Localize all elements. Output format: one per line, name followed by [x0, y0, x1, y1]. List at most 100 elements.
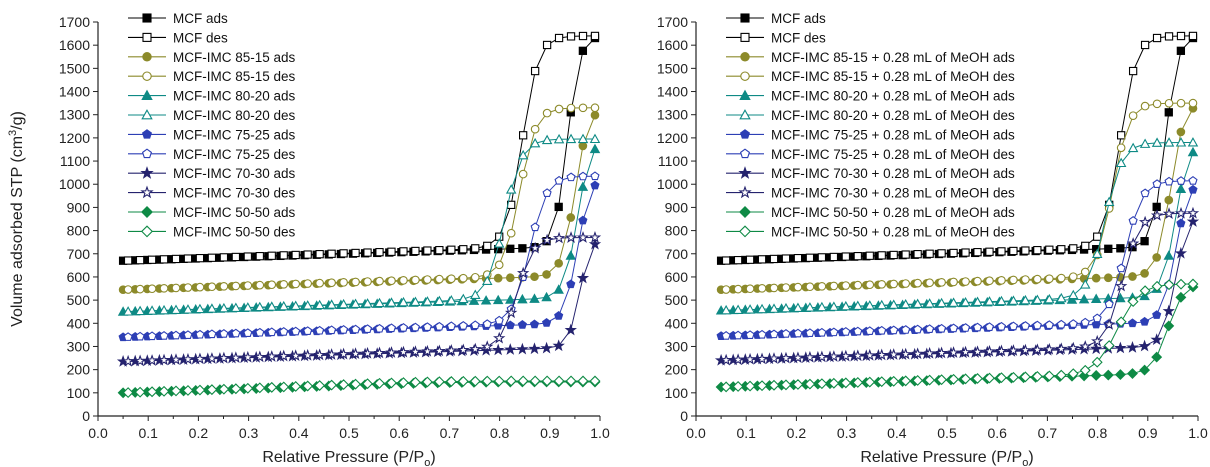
data-point [853, 326, 863, 336]
data-point [1009, 246, 1018, 256]
data-point [888, 375, 900, 387]
data-point [744, 304, 756, 314]
data-point [720, 381, 732, 393]
data-point [889, 279, 899, 289]
data-point [947, 346, 960, 358]
y-tick-label: 300 [665, 338, 689, 354]
legend-marker [740, 52, 750, 62]
data-point [1091, 273, 1101, 283]
data-point [458, 320, 468, 330]
series-des [122, 133, 601, 316]
series-des [721, 31, 1198, 265]
series-line [128, 380, 595, 394]
data-point [1032, 320, 1042, 330]
data-point [529, 319, 540, 329]
data-point [960, 296, 971, 307]
data-point [1175, 183, 1187, 193]
legend-label: MCF des [173, 30, 228, 45]
legend-marker [141, 225, 153, 238]
data-point [1150, 209, 1164, 221]
data-point [243, 252, 252, 261]
data-point [1127, 318, 1138, 328]
data-point [793, 282, 803, 292]
data-point [447, 274, 456, 284]
data-point [530, 124, 540, 134]
data-point [458, 273, 468, 283]
data-point [435, 274, 444, 284]
data-point [411, 275, 420, 285]
x-tick-label: 0.5 [937, 425, 957, 441]
data-point [267, 251, 276, 260]
data-point [1020, 294, 1031, 305]
data-point [445, 376, 457, 387]
data-point [1150, 333, 1163, 346]
x-axis-label: Relative Pressure (P/Po) [860, 449, 1033, 467]
series-line [726, 35, 1193, 262]
data-point [936, 297, 947, 308]
data-point [1093, 232, 1102, 241]
y-tick-label: 400 [67, 315, 91, 331]
data-point [576, 271, 590, 284]
data-point [1103, 273, 1113, 283]
data-point [1055, 369, 1067, 381]
data-point [255, 327, 265, 337]
data-point [757, 255, 767, 264]
data-point [135, 284, 145, 294]
data-point [411, 246, 420, 256]
data-point [373, 346, 386, 359]
data-point [1055, 342, 1068, 355]
data-point [434, 321, 444, 331]
data-point [518, 169, 528, 179]
data-point [841, 327, 851, 336]
x-tick-label: 0.5 [339, 425, 359, 441]
data-point [1045, 274, 1054, 284]
data-point [899, 347, 912, 360]
data-point [565, 250, 577, 260]
legend-marker [740, 32, 750, 42]
data-point [863, 348, 876, 361]
data-point [923, 346, 936, 359]
data-point [206, 303, 218, 313]
data-point [327, 278, 336, 288]
data-point [1056, 319, 1066, 329]
data-point [1021, 275, 1030, 284]
legend-marker [142, 52, 152, 62]
data-point [231, 281, 241, 291]
data-point [1174, 206, 1188, 219]
data-point [505, 273, 515, 283]
data-point [829, 252, 839, 262]
data-point [1066, 294, 1078, 304]
data-point [182, 304, 194, 314]
data-point [1031, 343, 1044, 356]
data-point [433, 344, 446, 357]
data-point [457, 343, 470, 356]
data-point [326, 379, 338, 391]
data-point [1164, 195, 1174, 205]
data-point [386, 297, 397, 307]
data-point [864, 376, 876, 388]
data-point [159, 255, 169, 264]
data-point [554, 175, 564, 185]
data-point [291, 326, 301, 336]
data-point [219, 253, 229, 262]
data-point [1068, 319, 1078, 328]
data-point [1115, 292, 1126, 303]
data-point [1079, 364, 1091, 376]
data-point [984, 296, 995, 306]
legend-label: MCF-IMC 85-15 + 0.28 mL of MeOH des [771, 69, 1015, 84]
data-point [779, 351, 793, 364]
data-point [1068, 272, 1078, 281]
series-line [726, 180, 1193, 337]
legend-marker [740, 13, 750, 23]
y-tick-label: 400 [665, 315, 689, 331]
data-point [1139, 316, 1150, 326]
data-point [554, 258, 564, 268]
legend-label: MCF-IMC 75-25 + 0.28 mL of MeOH des [771, 147, 1015, 162]
data-point [769, 329, 779, 339]
data-point [387, 276, 396, 286]
data-point [566, 172, 576, 182]
data-point [266, 381, 278, 393]
data-point [518, 244, 527, 253]
data-point [590, 110, 600, 120]
data-point [829, 281, 839, 291]
